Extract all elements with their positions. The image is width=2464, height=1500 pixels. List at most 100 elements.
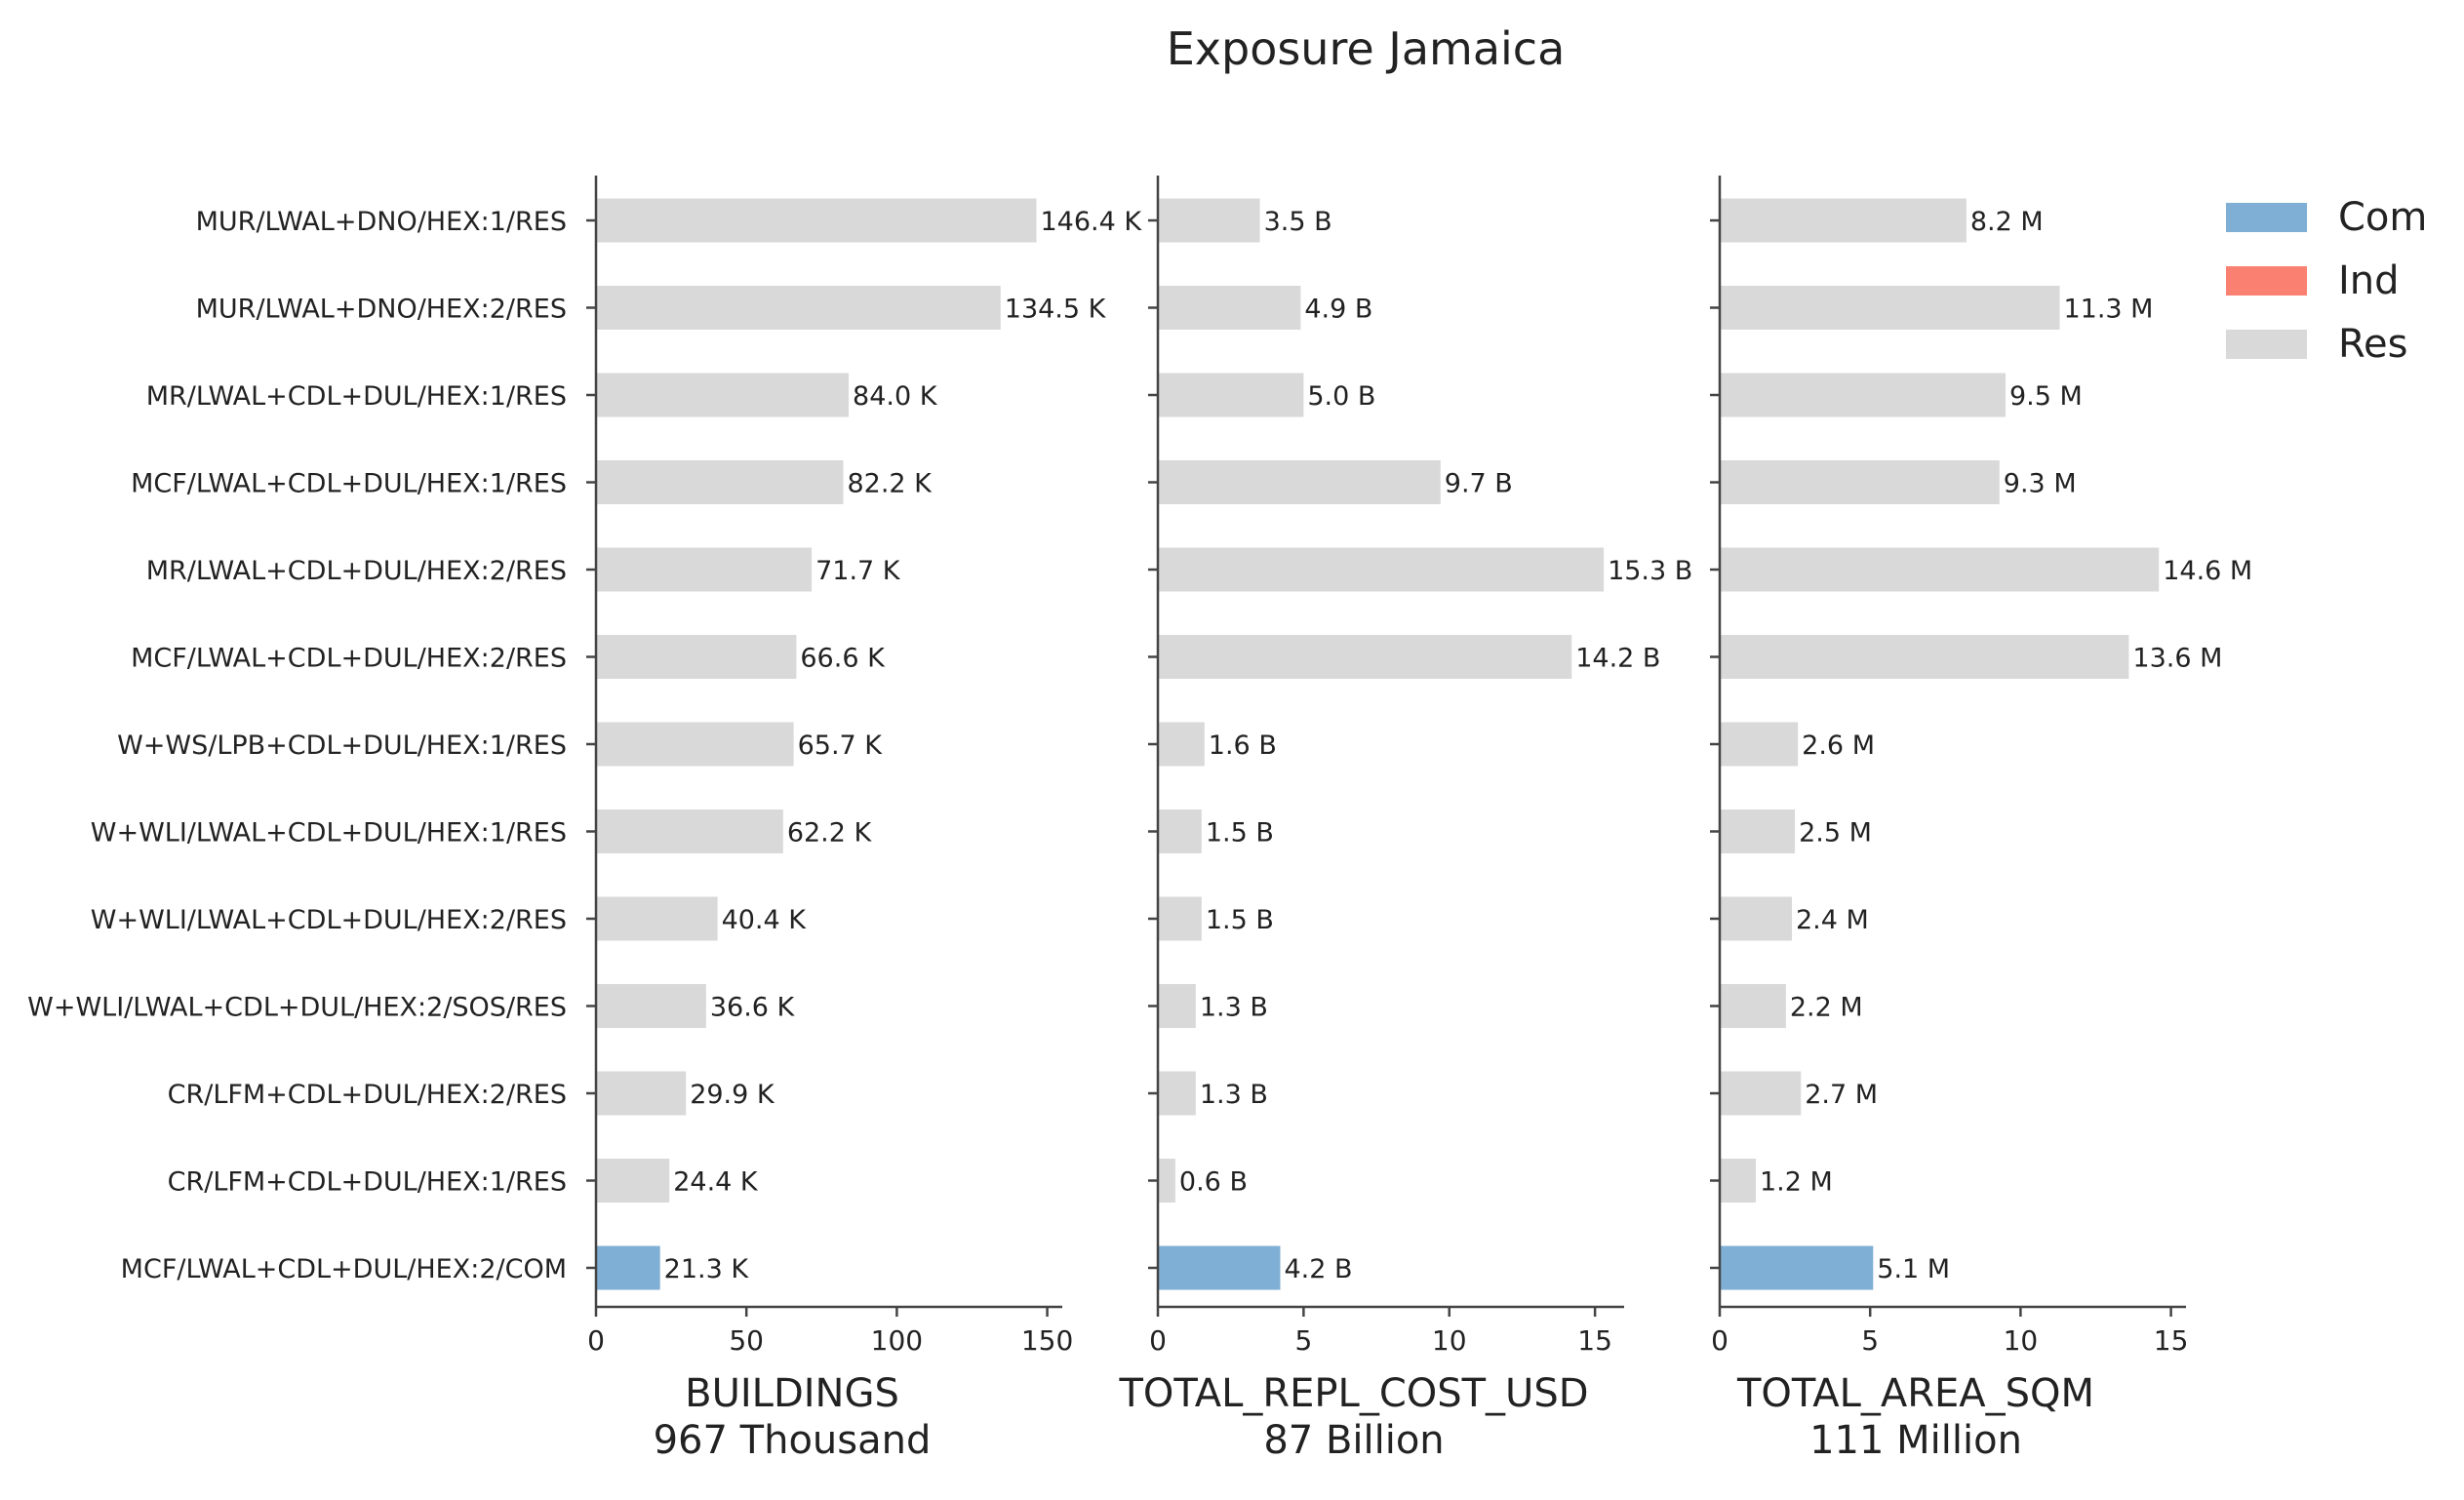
data-label: 84.0 K — [853, 381, 938, 412]
y-tick-label: MCF/LWAL+CDL+DUL/HEX:1/RES — [131, 469, 567, 499]
data-label: 65.7 K — [798, 730, 884, 761]
bar — [596, 809, 783, 853]
data-label: 1.5 B — [1206, 905, 1274, 935]
data-label: 1.6 B — [1209, 730, 1277, 761]
y-tick-label: CR/LFM+CDL+DUL/HEX:2/RES — [168, 1080, 567, 1110]
bar — [1720, 635, 2129, 679]
bar — [1720, 896, 1793, 941]
y-tick-label: W+WLI/LWAL+CDL+DUL/HEX:2/SOS/RES — [27, 993, 567, 1023]
legend-item-com: Com — [2226, 195, 2427, 240]
data-label: 1.5 B — [1206, 818, 1274, 849]
x-tick-label: 10 — [1432, 1324, 1467, 1357]
data-label: 0.6 B — [1179, 1167, 1248, 1198]
legend-swatch — [2226, 203, 2307, 232]
data-label: 82.2 K — [847, 469, 933, 499]
bar — [1720, 1071, 1802, 1116]
x-tick-label: 5 — [1294, 1324, 1312, 1357]
x-tick-label: 10 — [2004, 1324, 2039, 1357]
bar — [596, 1071, 687, 1116]
data-label: 66.6 K — [800, 644, 886, 674]
x-tick-label: 150 — [1021, 1324, 1073, 1357]
data-label: 14.2 B — [1575, 644, 1660, 674]
data-label: 15.3 B — [1608, 556, 1692, 586]
data-label: 71.7 K — [815, 556, 901, 586]
legend: Com Ind Res — [2226, 195, 2427, 367]
data-label: 4.2 B — [1284, 1254, 1352, 1284]
bar — [1720, 198, 1967, 243]
bar — [1720, 722, 1799, 767]
y-tick-label: MR/LWAL+CDL+DUL/HEX:1/RES — [146, 381, 567, 412]
data-label: 21.3 K — [664, 1254, 750, 1284]
data-label: 2.7 M — [1805, 1080, 1878, 1110]
bar — [1720, 1159, 1757, 1203]
data-label: 1.3 B — [1200, 1080, 1268, 1110]
data-label: 8.2 M — [1970, 207, 2044, 237]
bar — [1158, 722, 1205, 767]
bar — [1158, 635, 1572, 679]
data-label: 2.5 M — [1799, 818, 1872, 849]
y-tick-label: W+WLI/LWAL+CDL+DUL/HEX:2/RES — [91, 905, 567, 935]
x-tick-label: 0 — [1149, 1324, 1167, 1357]
bar — [1158, 1159, 1175, 1203]
data-label: 36.6 K — [710, 993, 796, 1023]
data-label: 1.2 M — [1760, 1167, 1833, 1198]
data-label: 1.3 B — [1200, 993, 1268, 1023]
legend-swatch — [2226, 266, 2307, 296]
panel-1: 146.4 K 134.5 K 84.0 K 82.2 K 71.7 K 66.6 K 65… — [27, 176, 1142, 1463]
data-label: 3.5 B — [1264, 207, 1332, 237]
bar — [1158, 984, 1196, 1028]
data-label: 14.6 M — [2163, 556, 2252, 586]
data-label: 11.3 M — [2063, 295, 2153, 325]
x-tick-label: 15 — [1577, 1324, 1612, 1357]
bar — [1720, 286, 2060, 330]
x-tick-label: 15 — [2154, 1324, 2189, 1357]
chart-title: Exposure Jamaica — [1167, 22, 1566, 75]
bar — [1720, 1245, 1874, 1290]
bar — [596, 547, 813, 592]
data-label: 5.1 M — [1877, 1254, 1950, 1284]
data-label: 4.9 B — [1304, 295, 1372, 325]
bar — [1720, 809, 1796, 853]
x-axis-label: BUILDINGS — [685, 1371, 899, 1416]
data-label: 2.4 M — [1796, 905, 1869, 935]
bar — [1720, 460, 2000, 504]
panel-3: 8.2 M 11.3 M 9.5 M 9.3 M 14.6 M 13.6 M 2.6 M 2.… — [1710, 176, 2252, 1463]
bar — [1158, 286, 1301, 330]
bar — [1720, 373, 2006, 417]
bar — [1158, 1071, 1196, 1116]
legend-label: Res — [2338, 322, 2407, 367]
bar — [596, 373, 850, 417]
bar — [596, 896, 718, 941]
x-axis-label: TOTAL_REPL_COST_USD — [1118, 1371, 1588, 1416]
bar — [596, 984, 706, 1028]
data-label: 2.6 M — [1802, 730, 1875, 761]
y-tick-label: MUR/LWAL+DNO/HEX:2/RES — [196, 295, 567, 325]
bar — [596, 198, 1037, 243]
x-tick-label: 0 — [587, 1324, 605, 1357]
bar — [1158, 460, 1441, 504]
y-tick-label: W+WS/LPB+CDL+DUL/HEX:1/RES — [117, 730, 567, 761]
legend-label: Ind — [2338, 258, 2400, 303]
bar — [596, 460, 844, 504]
data-label: 5.0 B — [1307, 381, 1375, 412]
x-axis-total: 967 Thousand — [654, 1418, 932, 1463]
x-tick-label: 0 — [1711, 1324, 1729, 1357]
x-tick-label: 100 — [871, 1324, 923, 1357]
data-label: 24.4 K — [673, 1167, 759, 1198]
bar — [1720, 547, 2160, 592]
data-label: 29.9 K — [690, 1080, 775, 1110]
data-label: 9.5 M — [2009, 381, 2083, 412]
y-tick-label: MCF/LWAL+CDL+DUL/HEX:2/RES — [131, 644, 567, 674]
data-label: 62.2 K — [787, 818, 873, 849]
x-axis-total: 87 Billion — [1263, 1418, 1444, 1463]
bar — [1158, 547, 1605, 592]
panels: 146.4 K 134.5 K 84.0 K 82.2 K 71.7 K 66.6 K 65… — [27, 176, 2252, 1463]
y-tick-label: MR/LWAL+CDL+DUL/HEX:2/RES — [146, 556, 567, 586]
bar — [596, 1245, 660, 1290]
data-label: 40.4 K — [722, 905, 808, 935]
legend-swatch — [2226, 330, 2307, 359]
data-label: 9.7 B — [1445, 469, 1513, 499]
x-tick-label: 5 — [1861, 1324, 1879, 1357]
